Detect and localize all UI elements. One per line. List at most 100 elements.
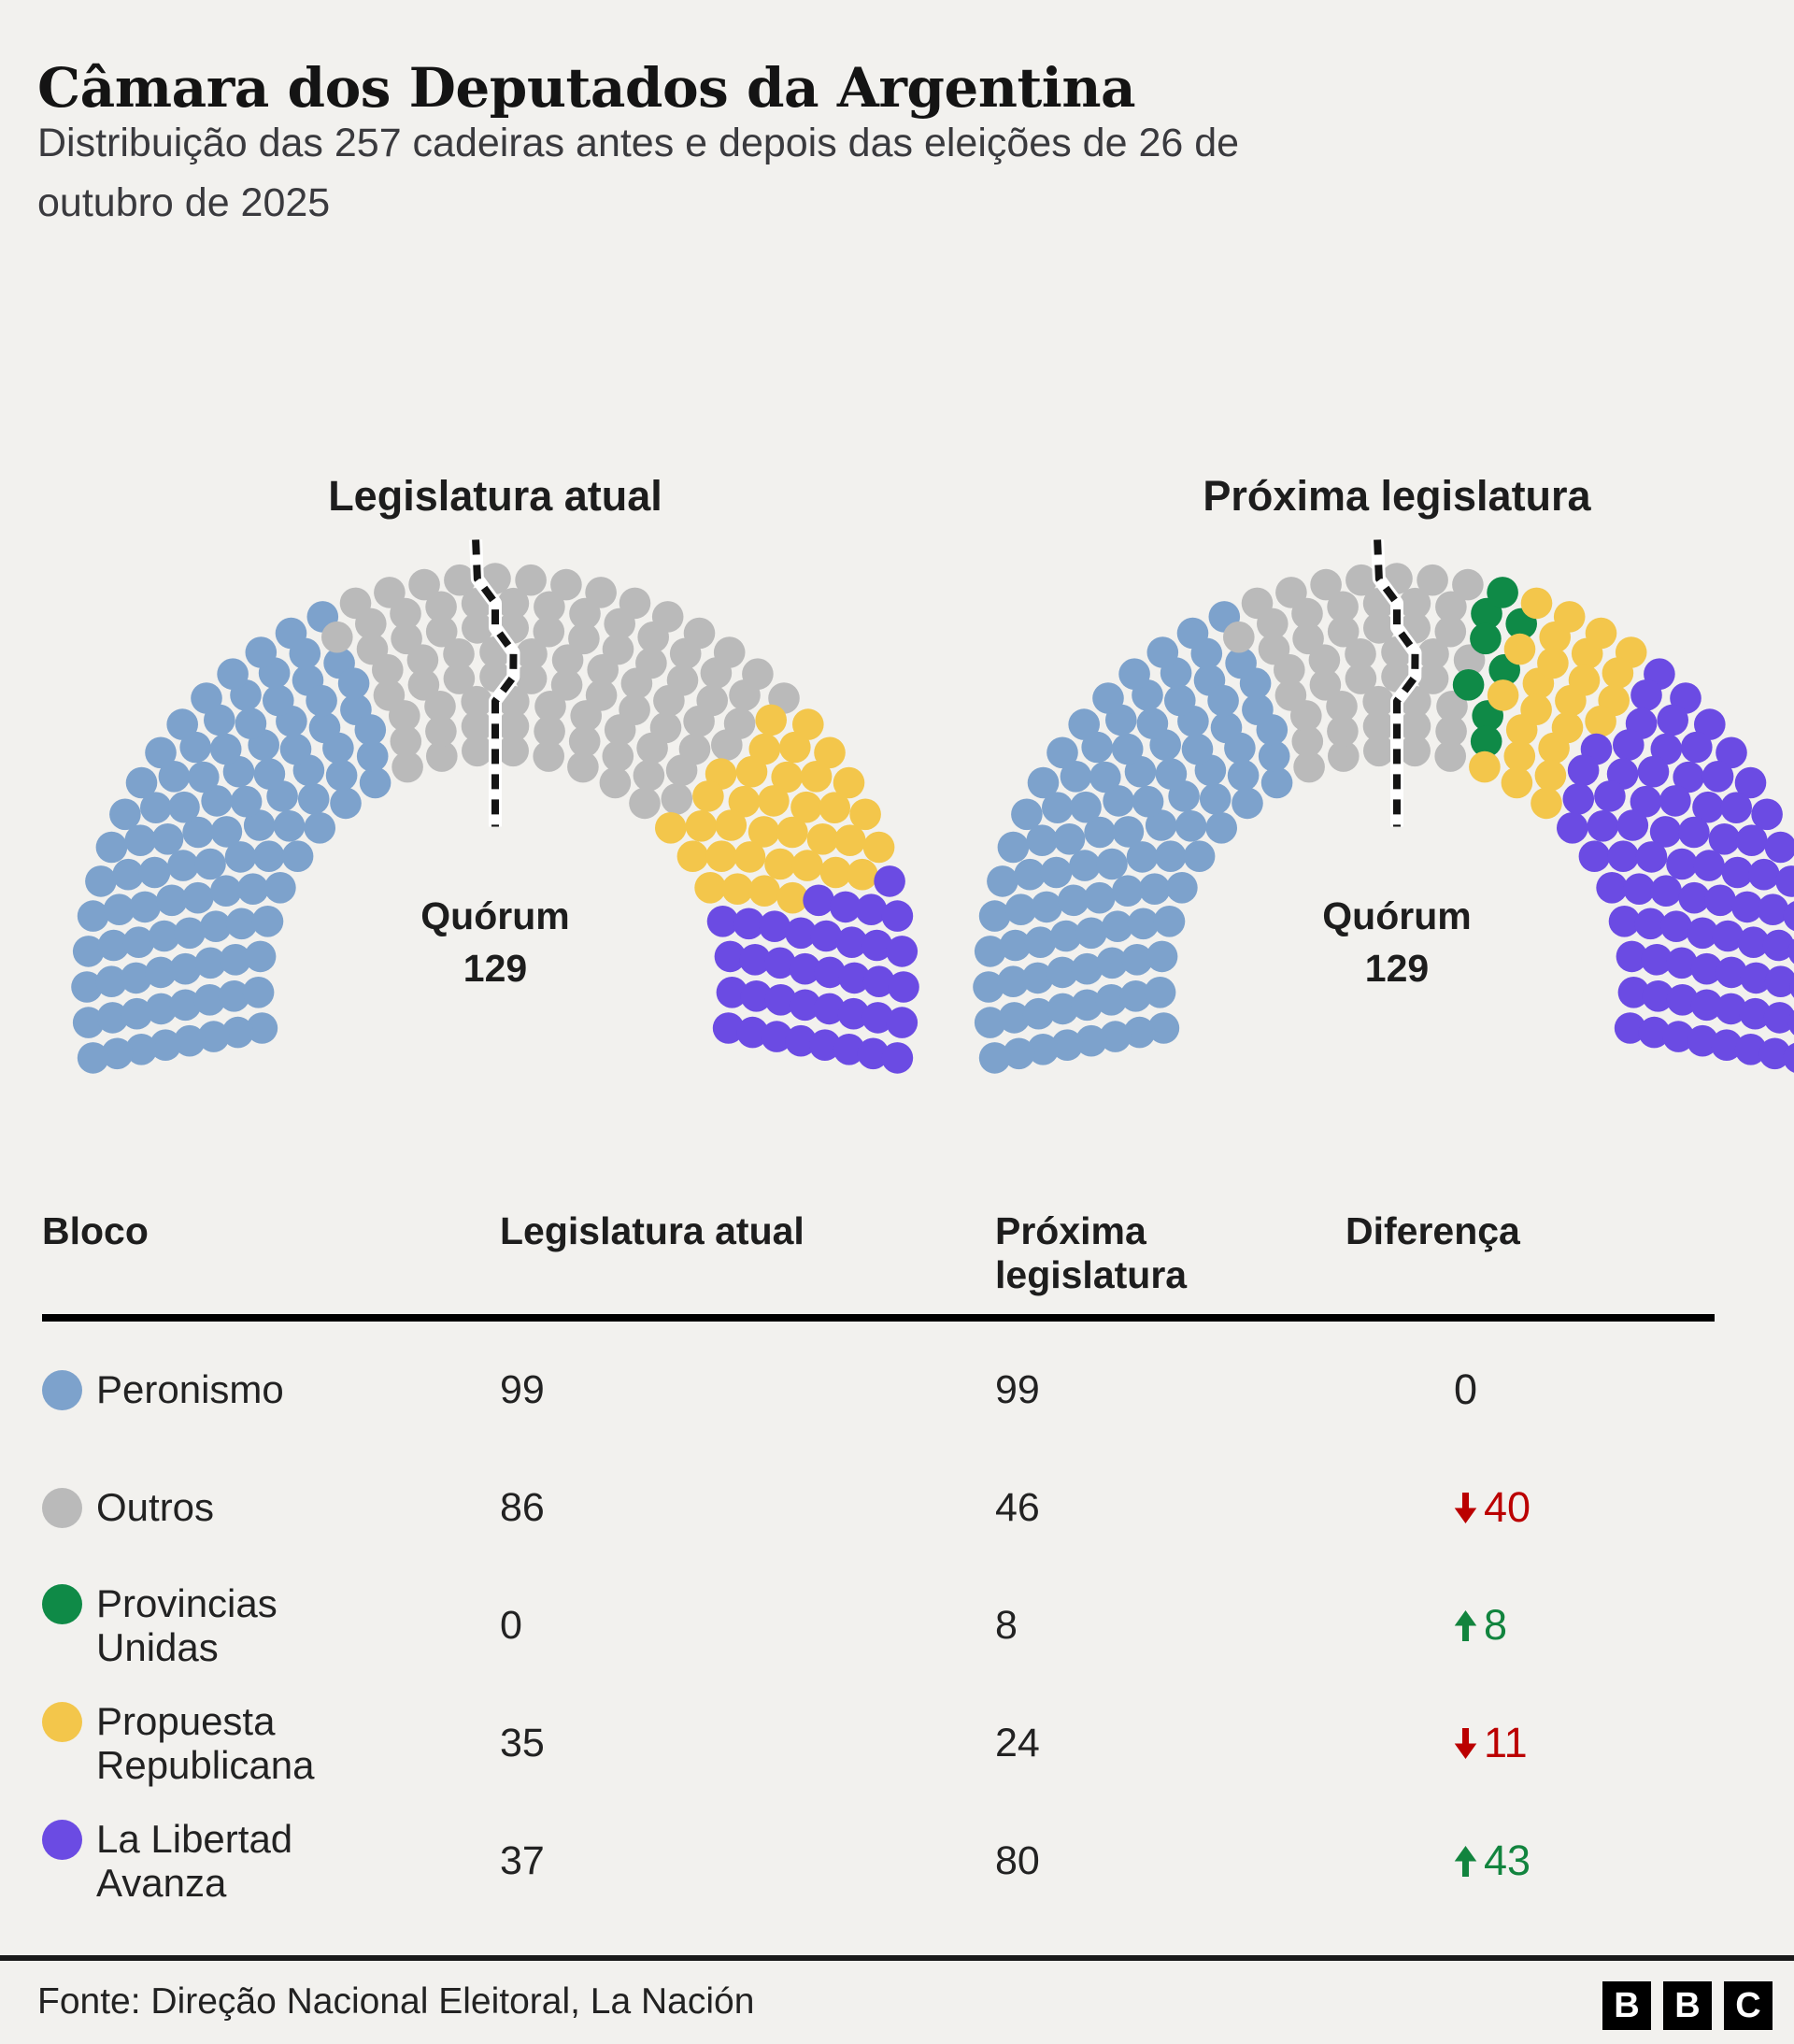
seat-dot — [1642, 980, 1674, 1012]
seat-dot — [1146, 940, 1178, 973]
seat-dot — [791, 850, 823, 881]
seat-dot — [661, 783, 693, 815]
table-row: La Libertad Avanza 37 80 43 — [42, 1802, 1715, 1920]
seat-dot — [585, 679, 618, 711]
seat-dot — [1132, 785, 1164, 818]
seat-dot — [619, 587, 651, 620]
seat-dot — [1121, 944, 1153, 976]
seat-dot — [792, 708, 824, 740]
seat-dot — [149, 920, 180, 952]
seat-dot — [813, 993, 846, 1025]
seat-dot — [705, 840, 737, 872]
seat-dot — [711, 729, 743, 761]
seat-dot — [174, 1024, 206, 1057]
seat-dot — [197, 1021, 230, 1052]
seat-dot — [1666, 848, 1698, 880]
seat-dot — [1666, 947, 1698, 979]
seat-dot — [407, 669, 440, 701]
seat-dot — [122, 926, 155, 958]
seat-dot — [776, 881, 808, 914]
seat-dot — [1417, 663, 1449, 694]
seat-dot — [156, 884, 188, 917]
seat-dot — [1210, 711, 1243, 744]
seat-dot — [306, 684, 337, 717]
seat-dot — [245, 636, 278, 668]
seat-dot — [138, 856, 171, 889]
seats-current-value: 86 — [500, 1484, 545, 1530]
seat-dot — [235, 708, 267, 739]
seat-dot — [1024, 926, 1057, 958]
down-arrow-icon — [1454, 1727, 1477, 1759]
diff-cell: 8 — [1346, 1601, 1715, 1650]
seat-dot — [1711, 1029, 1743, 1061]
seat-dot — [861, 929, 893, 962]
seat-dot — [1058, 884, 1089, 917]
seat-dot — [1053, 823, 1086, 855]
seat-dot — [755, 704, 787, 736]
quorum-label: Quórum — [1322, 894, 1471, 937]
seat-dot — [1787, 1009, 1794, 1036]
seat-dot — [1520, 693, 1552, 725]
seat-dot — [408, 568, 440, 601]
parliament-chart-current: Legislatura atual Quórum 129 — [56, 407, 934, 1146]
party-name: Provincias Unidas — [96, 1580, 278, 1669]
seat-dot — [740, 980, 773, 1012]
seat-dot — [714, 940, 747, 973]
seat-dot — [461, 710, 493, 742]
seat-dot — [1617, 977, 1650, 1008]
seat-dot — [833, 766, 865, 799]
seat-dot — [1003, 1037, 1035, 1070]
seat-dot — [246, 1012, 278, 1044]
seat-dot — [550, 568, 582, 601]
seat-dot — [886, 936, 918, 967]
seat-dot — [145, 993, 178, 1025]
seat-dot — [1111, 733, 1144, 765]
seat-dot — [803, 884, 834, 917]
diff-value: 11 — [1484, 1719, 1528, 1766]
seat-dot — [1042, 792, 1074, 823]
seat-dot — [1138, 873, 1171, 905]
page-subtitle-line-2: outubro de 2025 — [37, 179, 331, 225]
seat-dot — [1004, 893, 1037, 925]
seat-dot — [372, 653, 404, 686]
seat-dot — [444, 564, 476, 596]
seat-dot — [790, 791, 822, 823]
seat-dot — [1103, 785, 1134, 817]
seat-dot — [191, 682, 222, 714]
seat-dot — [1328, 740, 1360, 772]
quorum-label: Quórum — [420, 894, 569, 937]
seat-dot — [800, 761, 833, 793]
seat-dot — [1346, 564, 1377, 596]
footer: Fonte: Direção Nacional Eleitoral, La Na… — [0, 1955, 1794, 2030]
seat-dot — [1435, 591, 1467, 623]
bbc-logo-letter: C — [1724, 1981, 1773, 2030]
seat-dot — [819, 856, 852, 889]
seat-dot — [1503, 633, 1536, 665]
up-arrow-icon — [1454, 1609, 1477, 1641]
seat-dot — [1040, 856, 1073, 889]
seat-dot — [1092, 682, 1124, 714]
seat-dot — [1260, 766, 1293, 799]
seat-dot — [1096, 848, 1128, 880]
seat-dot — [95, 831, 128, 864]
column-header-diff: Diferença — [1346, 1209, 1520, 1252]
seat-dot — [683, 617, 716, 650]
seat-dot — [861, 1002, 894, 1034]
seat-dot — [700, 657, 733, 689]
seat-dot — [1112, 875, 1144, 907]
seat-dot — [779, 731, 811, 764]
seat-dot — [814, 736, 846, 769]
seat-dot — [810, 920, 842, 952]
seat-dot — [1783, 1042, 1794, 1073]
seat-dot — [1783, 901, 1794, 932]
seat-dot — [124, 824, 157, 856]
seat-dot — [1687, 1024, 1718, 1057]
seat-dot — [169, 952, 202, 985]
seat-dot — [835, 926, 868, 958]
seat-dot — [1127, 908, 1160, 940]
seat-dot — [999, 929, 1032, 962]
seat-dot — [1095, 984, 1128, 1016]
page-subtitle-line-1: Distribuição das 257 cadeiras antes e de… — [37, 121, 1240, 165]
seat-dot — [759, 910, 790, 942]
seat-dot — [1123, 1016, 1156, 1049]
